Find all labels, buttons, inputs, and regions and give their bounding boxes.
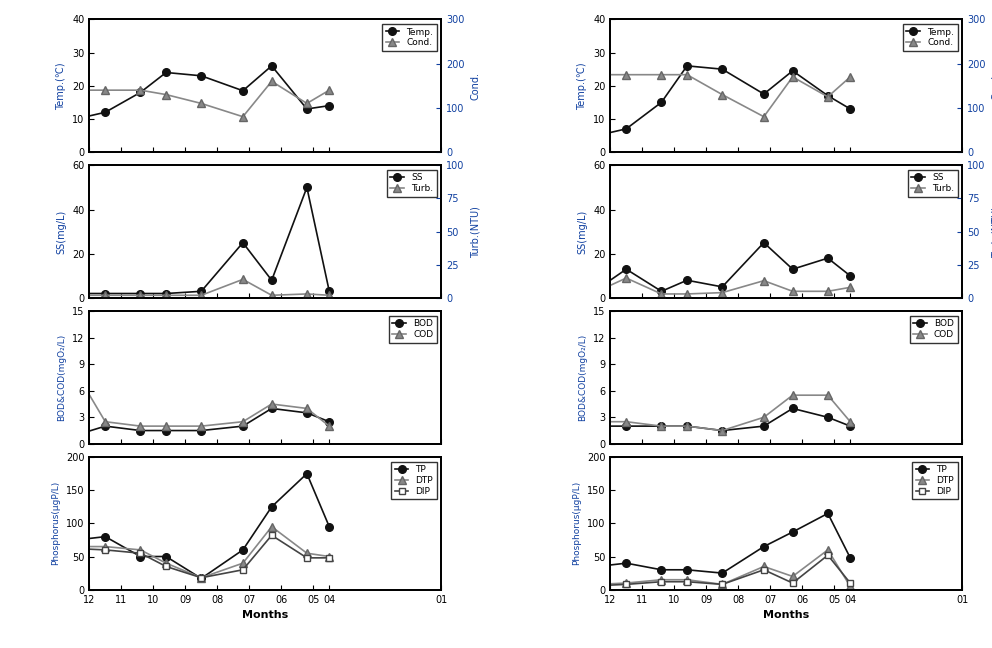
Y-axis label: Phosphorus(μgP/L): Phosphorus(μgP/L) bbox=[572, 481, 581, 566]
Legend: BOD, COD: BOD, COD bbox=[910, 316, 957, 343]
Legend: SS, Turb.: SS, Turb. bbox=[908, 170, 957, 197]
Y-axis label: BOD&COD(mgO₂/L): BOD&COD(mgO₂/L) bbox=[58, 334, 66, 421]
X-axis label: Months: Months bbox=[763, 610, 809, 620]
Y-axis label: Turb.(NTU): Turb.(NTU) bbox=[470, 205, 480, 257]
Y-axis label: SS(mg/L): SS(mg/L) bbox=[577, 209, 587, 254]
Legend: TP, DTP, DIP: TP, DTP, DIP bbox=[391, 461, 436, 500]
Y-axis label: Temp.(℃): Temp.(℃) bbox=[577, 62, 587, 110]
Y-axis label: SS(mg/L): SS(mg/L) bbox=[57, 209, 66, 254]
Y-axis label: BOD&COD(mgO₂/L): BOD&COD(mgO₂/L) bbox=[578, 334, 587, 421]
Y-axis label: Temp.(℃): Temp.(℃) bbox=[57, 62, 66, 110]
Legend: BOD, COD: BOD, COD bbox=[389, 316, 436, 343]
Legend: TP, DTP, DIP: TP, DTP, DIP bbox=[912, 461, 957, 500]
Legend: SS, Turb.: SS, Turb. bbox=[387, 170, 436, 197]
Legend: Temp., Cond.: Temp., Cond. bbox=[382, 24, 436, 51]
X-axis label: Months: Months bbox=[242, 610, 289, 620]
Y-axis label: Phosphorus(μgP/L): Phosphorus(μgP/L) bbox=[52, 481, 61, 566]
Legend: Temp., Cond.: Temp., Cond. bbox=[903, 24, 957, 51]
Y-axis label: Cond.: Cond. bbox=[470, 72, 480, 100]
